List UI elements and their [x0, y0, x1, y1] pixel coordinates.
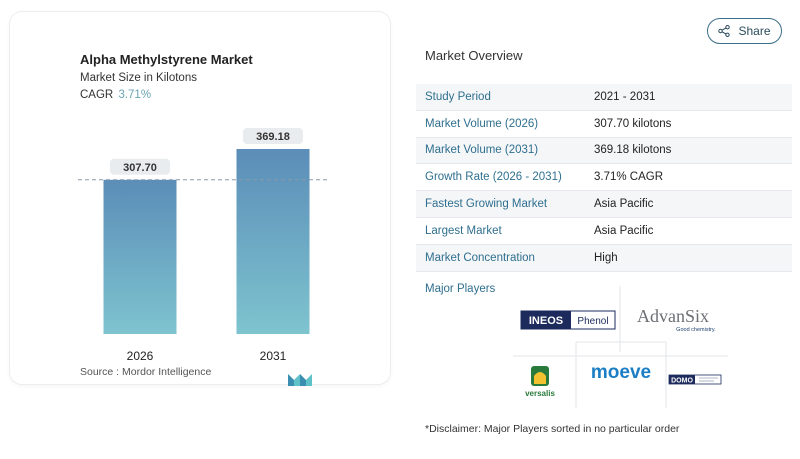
ineos-phenol-logo: INEOS Phenol: [520, 310, 616, 330]
chart-cagr: CAGR 3.71%: [80, 89, 151, 101]
bar-chart: 307.70 2026 369.18 2031: [78, 128, 328, 363]
overview-label: Market Concentration: [425, 251, 535, 264]
cagr-label: CAGR: [80, 89, 114, 101]
cagr-value: 3.71%: [118, 89, 152, 101]
overview-row: Growth Rate (2026 - 2031) 3.71% CAGR: [416, 164, 792, 192]
mordor-intelligence-logo-icon: [288, 374, 312, 386]
overview-row: Fastest Growing Market Asia Pacific: [416, 191, 792, 218]
chart-subtitle: Market Size in Kilotons: [80, 72, 197, 84]
overview-row: Study Period 2021 - 2031: [416, 84, 792, 111]
chart-title: Alpha Methylstyrene Market: [80, 52, 253, 67]
overview-value: 3.71% CAGR: [594, 171, 664, 184]
moeve-logo: moeve: [591, 362, 651, 383]
overview-label: Growth Rate (2026 - 2031): [425, 171, 562, 184]
domo-logo: DOMO: [668, 374, 722, 385]
overview-table: Study Period 2021 - 2031 Market Volume (20…: [416, 84, 792, 272]
overview-label: Market Volume (2031): [425, 144, 539, 157]
data-label-bg: [243, 128, 303, 144]
overview-row: Market Volume (2031) 369.18 kilotons: [416, 137, 792, 165]
overview-value: Asia Pacific: [594, 224, 654, 237]
share-icon: [718, 25, 731, 37]
chart-card: 307.70 2026 369.18 2031 Alpha Methylstyrene…: [10, 12, 390, 386]
data-label: 307.70: [123, 162, 157, 174]
svg-text:versalis: versalis: [525, 389, 555, 398]
x-tick-label: 2031: [260, 349, 287, 363]
chart-source: Source : Mordor Intelligence: [80, 366, 212, 378]
data-label-bg: [110, 158, 170, 175]
share-label: Share: [738, 24, 771, 38]
overview-label: Largest Market: [425, 224, 502, 237]
svg-text:AdvanSix: AdvanSix: [637, 306, 709, 326]
overview-row: Market Concentration High: [416, 244, 792, 272]
major-players-title: Major Players: [425, 283, 496, 295]
overview-value: High: [594, 251, 618, 264]
overview-value: 369.18 kilotons: [594, 144, 672, 157]
overview-label: Study Period: [425, 90, 491, 103]
overview-value: 2021 - 2031: [594, 90, 656, 103]
overview-row: Market Volume (2026) 307.70 kilotons: [416, 111, 792, 138]
data-label: 369.18: [256, 131, 290, 143]
overview-label: Market Volume (2026): [425, 117, 539, 130]
share-button[interactable]: Share: [707, 18, 782, 44]
svg-text:Good chemistry.: Good chemistry.: [676, 327, 716, 333]
x-tick-label: 2026: [127, 349, 154, 363]
overview-row: Largest Market Asia Pacific: [416, 218, 792, 245]
svg-text:moeve: moeve: [591, 362, 651, 383]
overview-title: Market Overview: [425, 48, 523, 63]
disclaimer: *Disclaimer: Major Players sorted in no …: [425, 423, 680, 435]
svg-text:DOMO: DOMO: [671, 378, 693, 385]
overview-value: Asia Pacific: [594, 198, 654, 211]
overview-label: Fastest Growing Market: [425, 198, 548, 211]
svg-text:INEOS: INEOS: [529, 315, 563, 327]
versalis-logo: versalis: [525, 366, 555, 398]
advansix-logo: AdvanSix Good chemistry.: [637, 306, 716, 333]
svg-text:Phenol: Phenol: [577, 316, 608, 327]
overview-value: 307.70 kilotons: [594, 117, 672, 130]
bar-2026: [103, 179, 177, 334]
